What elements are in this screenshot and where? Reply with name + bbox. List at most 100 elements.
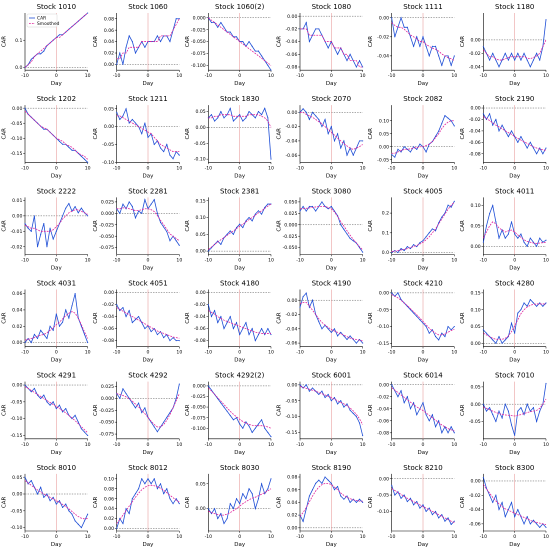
subplot-title: Stock 1060 <box>128 3 167 11</box>
y-tick-label: 0.00 <box>104 124 114 130</box>
car-data-point <box>87 434 89 437</box>
car-data-point <box>539 147 541 149</box>
smoothed-series-line <box>391 294 455 336</box>
car-data-point <box>311 489 314 491</box>
y-tick-label: -0.05 <box>469 419 481 425</box>
y-tick-label: -0.02 <box>469 51 481 57</box>
y-tick-label: 0.025 <box>101 200 114 206</box>
x-tick-label: 10 <box>268 73 274 79</box>
car-data-point <box>43 223 45 225</box>
car-data-point <box>422 504 424 506</box>
subplot-title: Stock 1180 <box>495 3 534 11</box>
x-axis-label: Day <box>509 173 521 179</box>
y-tick-label: 0.10 <box>470 203 480 209</box>
car-data-point <box>40 329 42 331</box>
y-tick-label: 0.00 <box>379 382 389 388</box>
car-data-point <box>504 52 506 54</box>
subplot-title: Stock 1010 <box>37 3 76 11</box>
car-data-point <box>422 402 424 404</box>
car-data-point <box>391 292 393 294</box>
car-data-point <box>349 53 351 55</box>
car-data-point <box>49 404 51 406</box>
car-data-point <box>403 146 405 148</box>
y-tick-label: 0.01 <box>12 198 22 204</box>
subplot-title: Stock 2222 <box>37 187 76 195</box>
y-tick-label: 0.00 <box>287 382 297 388</box>
car-data-point <box>428 55 430 57</box>
smoothed-series-line <box>300 111 363 150</box>
y-axis-label: CAR <box>277 497 283 509</box>
y-tick-label: -0.06 <box>469 521 481 527</box>
subplot-title: Stock 2190 <box>495 95 534 103</box>
y-tick-label: -0.08 <box>286 65 298 71</box>
car-data-point <box>441 332 443 334</box>
car-data-point <box>536 52 538 54</box>
x-axis-label: Day <box>326 542 338 548</box>
car-data-point <box>447 204 449 206</box>
car-data-point <box>358 60 361 62</box>
car-data-point <box>529 523 531 525</box>
car-data-point <box>305 21 307 24</box>
x-tick-label: 0 <box>422 442 425 448</box>
car-data-point <box>397 148 399 150</box>
car-data-point <box>128 122 130 124</box>
car-data-point <box>235 36 238 38</box>
y-tick-label: 0.05 <box>470 384 480 390</box>
y-tick-label: -0.05 <box>377 157 389 163</box>
car-data-point <box>343 406 345 408</box>
car-data-point <box>299 514 301 516</box>
car-data-point <box>138 488 140 490</box>
car-data-point <box>33 387 35 389</box>
car-data-point <box>261 55 263 57</box>
car-data-point <box>210 114 213 116</box>
car-data-point <box>358 422 361 424</box>
car-data-point <box>492 204 494 207</box>
x-tick-label: 0 <box>55 257 58 263</box>
car-data-point <box>355 416 357 418</box>
car-data-point <box>125 108 127 110</box>
subplot-panel: Stock 4051 -10 0 10 0.00 -0.02 -0.04 -0.06 -0.08… <box>93 280 182 364</box>
car-data-point <box>169 154 171 156</box>
car-data-point <box>77 212 79 214</box>
car-data-point <box>311 299 314 301</box>
y-axis-label: CAR <box>93 404 99 416</box>
y-tick-label: -0.04 <box>194 314 206 320</box>
car-data-point <box>226 518 228 520</box>
smoothed-series-line <box>24 311 89 341</box>
y-tick-label: -0.04 <box>286 326 298 332</box>
y-tick-label: -0.10 <box>102 160 114 166</box>
x-axis-label: Day <box>326 450 338 456</box>
car-data-point <box>150 483 152 485</box>
y-axis-label: CAR <box>2 497 8 509</box>
car-data-point <box>58 500 61 502</box>
car-data-point <box>514 233 516 235</box>
car-data-point <box>245 322 247 324</box>
car-data-point <box>438 420 440 422</box>
x-tick-label: -10 <box>205 350 213 356</box>
y-tick-label: -0.075 <box>99 432 114 438</box>
car-data-point <box>305 292 307 294</box>
x-tick-label: 10 <box>176 534 182 540</box>
car-data-point <box>239 503 241 505</box>
subplot-panel: Stock 8300 -10 0 10 0.00 -0.02 -0.04 -0.06 Day CA… <box>460 464 549 548</box>
car-data-point <box>453 125 455 127</box>
subplot-title: Stock 4011 <box>495 187 534 195</box>
car-data-point <box>217 398 219 400</box>
car-data-point <box>416 246 418 248</box>
car-data-point <box>498 237 500 239</box>
subplot-panel: Stock 1211 -10 0 10 0.05 0.00 -0.05 -0.10 Day CAR <box>93 95 182 179</box>
y-tick-label: -0.04 <box>102 314 114 320</box>
car-data-point <box>55 503 57 505</box>
car-data-point <box>425 414 427 416</box>
car-data-point <box>431 329 433 331</box>
car-data-point <box>523 52 525 54</box>
car-data-point <box>264 206 266 208</box>
car-data-point <box>422 322 424 324</box>
car-data-point <box>403 26 405 28</box>
car-data-point <box>49 325 51 327</box>
car-data-point <box>172 158 174 160</box>
car-data-point <box>438 130 440 132</box>
x-axis-label: Day <box>418 450 430 456</box>
car-data-point <box>517 312 519 314</box>
x-tick-label: 0 <box>330 257 333 263</box>
